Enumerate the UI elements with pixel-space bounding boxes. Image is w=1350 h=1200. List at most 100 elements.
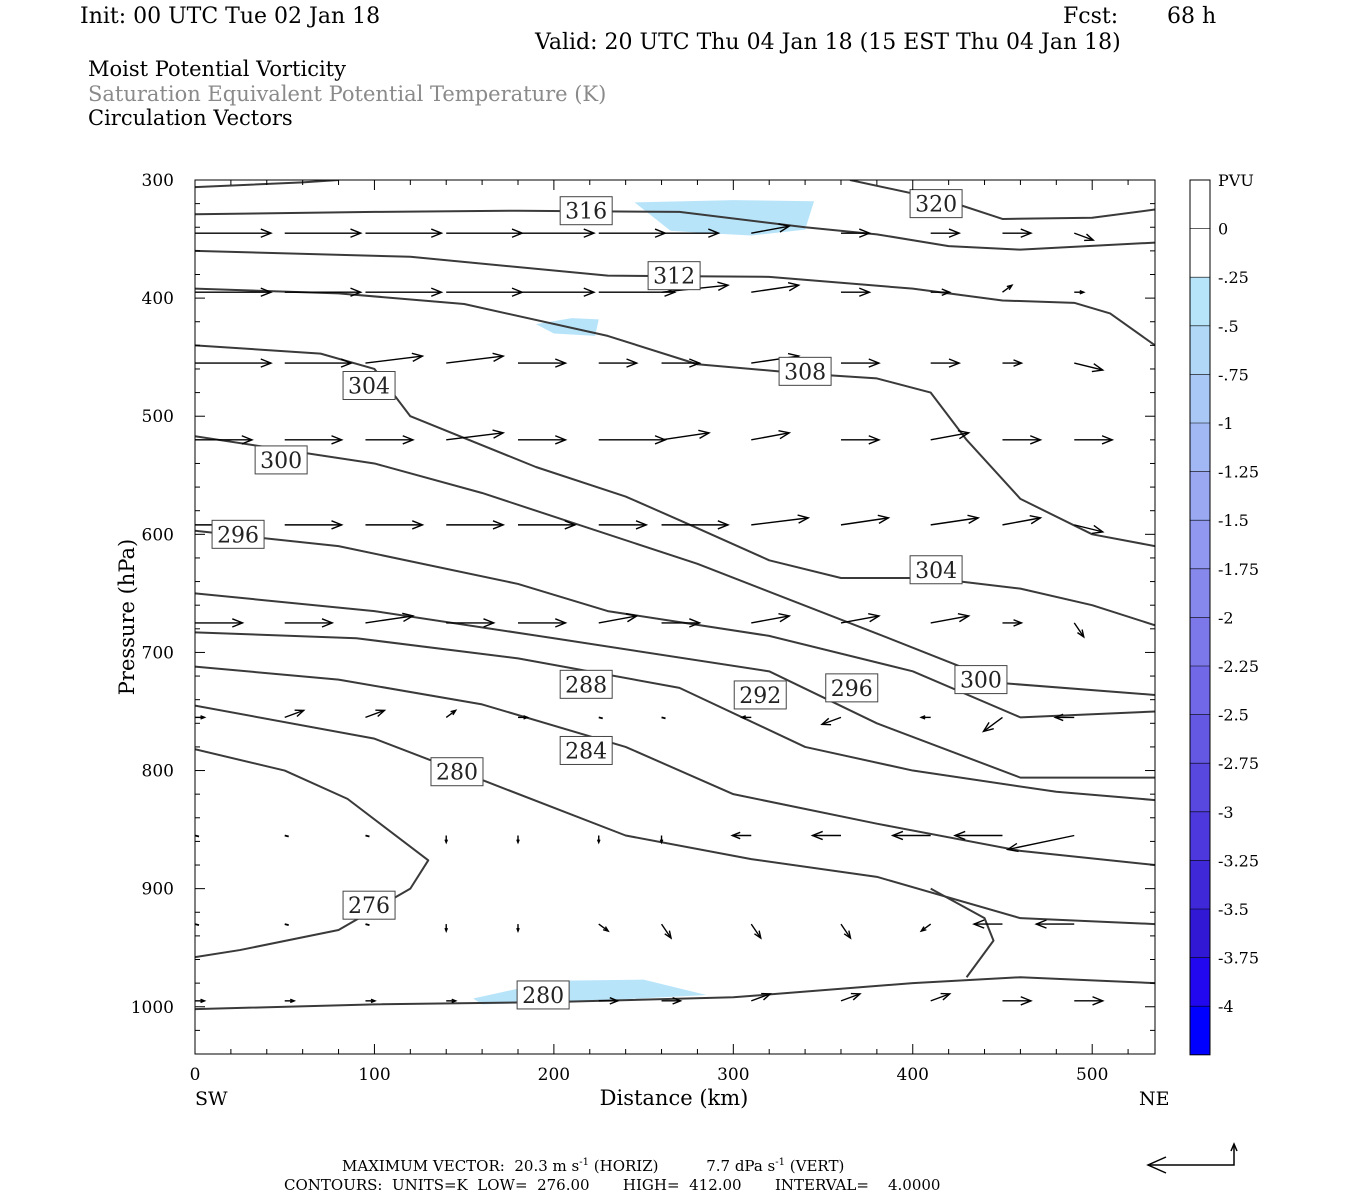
circulation-vector (661, 228, 721, 238)
circulation-vector (751, 992, 773, 1002)
max-vector-horiz: 20.3 m s (514, 1157, 580, 1175)
circulation-vector (517, 435, 568, 445)
colorbar-label: -1.75 (1218, 560, 1259, 579)
colorbar-label: -1.5 (1218, 511, 1249, 530)
contour-label: 304 (342, 371, 396, 401)
x-tick-label: 400 (897, 1065, 929, 1085)
circulation-vector (840, 514, 891, 526)
circulation-vector (284, 618, 335, 628)
y-tick-label: 400 (142, 289, 174, 309)
theta-es-contour (930, 887, 995, 978)
contour-label-text: 288 (565, 673, 607, 698)
circulation-vector (739, 715, 752, 720)
y-tick-label: 300 (142, 171, 174, 191)
colorbar-swatch (1190, 811, 1210, 861)
circulation-vector (930, 288, 952, 297)
theta-es-contour (195, 748, 430, 959)
circulation-vector (446, 287, 525, 297)
colorbar-label: -.75 (1218, 365, 1249, 384)
contour-label-text: 300 (960, 669, 1002, 694)
circulation-vector (446, 429, 506, 441)
circulation-vector (598, 435, 668, 445)
title-mpv: Moist Potential Vorticity (88, 57, 346, 81)
theta-es-contour (849, 180, 1155, 220)
circulation-vector (1074, 435, 1115, 445)
max-vector-vert-tag: (VERT) (789, 1157, 845, 1175)
contour-label: 280 (430, 757, 484, 787)
contour-label-text: 296 (831, 677, 873, 702)
circulation-vector (195, 998, 207, 1004)
theta-es-contour (195, 209, 1155, 251)
circulation-vector (661, 358, 702, 368)
circulation-vector (972, 919, 1003, 929)
colorbar-label: -.25 (1218, 268, 1249, 287)
contour-label: 316 (559, 196, 613, 226)
contour-label-text: 312 (653, 265, 695, 290)
circulation-vector (751, 429, 792, 441)
circulation-vector (598, 716, 603, 720)
theta-es-contour (195, 249, 1155, 347)
theta-es-contour (195, 704, 1155, 926)
circulation-vector (919, 715, 931, 720)
circulation-vector (659, 835, 664, 845)
colorbar-swatch (1190, 1006, 1210, 1055)
circulation-vector (751, 514, 811, 526)
circulation-vector (195, 715, 207, 720)
circulation-vector (284, 287, 363, 297)
circulation-vector (661, 520, 730, 530)
colorbar-swatch (1190, 568, 1210, 618)
circulation-vector (195, 618, 245, 628)
contour-label-text: 304 (915, 559, 957, 584)
circulation-vector (1034, 919, 1075, 929)
colorbar-swatch (1190, 617, 1210, 666)
circulation-vector (445, 709, 458, 718)
circulation-vector (446, 352, 506, 364)
colorbar-swatch (1190, 228, 1210, 278)
circulation-vector (365, 709, 387, 719)
theta-es-contour (195, 976, 1155, 1011)
contour-label-text: 284 (565, 739, 607, 764)
circulation-vector (598, 358, 639, 368)
circulation-vector (1002, 515, 1043, 526)
colorbar-swatch (1190, 277, 1210, 326)
circulation-vector (1053, 713, 1075, 722)
circulation-vector (365, 435, 415, 445)
circulation-vector (840, 435, 881, 445)
circulation-vector (1074, 524, 1105, 535)
circulation-vector (930, 358, 962, 368)
circulation-vector (284, 923, 289, 926)
circulation-vector (284, 709, 306, 719)
max-vector-vert-exponent: -1 (775, 1157, 786, 1168)
circulation-vector (446, 228, 525, 238)
max-vector-horiz-exponent: -1 (579, 1157, 589, 1168)
colorbar-label: -1.25 (1218, 463, 1259, 482)
circulation-vector (661, 429, 711, 441)
x-tick-label: 500 (1076, 1065, 1108, 1085)
circulation-vector (1074, 362, 1105, 373)
circulation-vector (517, 715, 530, 720)
circulation-vector (750, 923, 762, 940)
circulation-vector (444, 924, 449, 933)
circulation-vector (598, 923, 610, 933)
circulation-vector (284, 358, 354, 368)
circulation-vector (195, 435, 254, 445)
contour-label-text: 308 (784, 360, 826, 385)
circulation-vector (1002, 996, 1033, 1006)
colorbar-swatch (1190, 909, 1210, 958)
circulation-vector (284, 998, 297, 1004)
circulation-vector (444, 835, 449, 845)
x-end-label-ne: NE (1139, 1088, 1170, 1110)
valid-time: Valid: 20 UTC Thu 04 Jan 18 (15 EST Thu … (535, 30, 1121, 55)
colorbar-swatch (1190, 666, 1210, 715)
circulation-vector (598, 228, 668, 238)
circulation-vector (365, 923, 370, 926)
max-vector-vert: 7.7 dPa s (706, 1157, 776, 1175)
theta-es-contour (195, 592, 1155, 779)
circulation-vector (890, 830, 931, 841)
colorbar-swatch (1190, 763, 1210, 812)
circulation-vector (195, 287, 273, 297)
circulation-vector (284, 834, 289, 838)
circulation-vector (981, 716, 1003, 733)
contour-label: 320 (909, 189, 963, 219)
x-tick-label: 200 (538, 1065, 570, 1085)
